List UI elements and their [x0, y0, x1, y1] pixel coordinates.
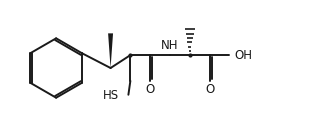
Text: OH: OH	[234, 49, 252, 62]
Text: HS: HS	[103, 89, 119, 102]
Text: O: O	[205, 83, 214, 96]
Text: NH: NH	[161, 39, 179, 52]
Polygon shape	[108, 33, 113, 68]
Text: O: O	[146, 83, 155, 96]
